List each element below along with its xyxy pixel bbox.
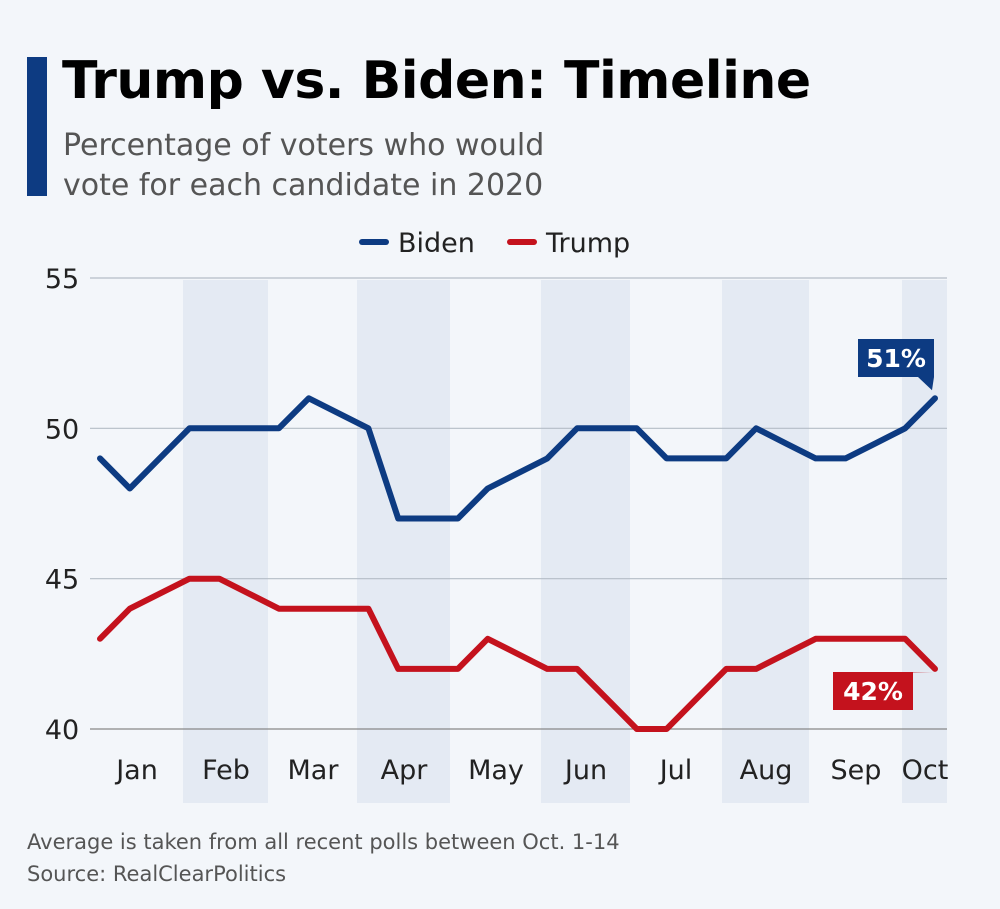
footer-note: Average is taken from all recent polls b… <box>27 830 620 854</box>
end-label-box <box>858 339 934 377</box>
end-labels: 51% 42% <box>833 339 934 710</box>
x-axis-ticks: Jan Feb Mar Apr May Jun Jul Aug Sep Oct <box>114 755 948 786</box>
end-label-pointer <box>918 377 934 391</box>
page-title: Trump vs. Biden: Timeline <box>62 51 811 111</box>
series-lines <box>97 395 938 732</box>
x-tick-label: Jun <box>563 755 607 786</box>
y-tick-label: 45 <box>45 565 79 596</box>
x-tick-label: Feb <box>202 755 250 786</box>
month-band <box>722 280 809 803</box>
month-bands <box>183 280 947 803</box>
x-tick-label: Oct <box>902 755 949 786</box>
y-tick-label: 40 <box>45 715 79 746</box>
x-tick-label: Mar <box>288 755 340 786</box>
legend-label-trump: Trump <box>545 228 630 259</box>
end-label-pointer <box>895 672 933 673</box>
title-accent-bar <box>27 57 47 196</box>
legend-label-biden: Biden <box>398 228 475 259</box>
x-tick-label: Apr <box>381 755 429 786</box>
x-tick-label: Jul <box>658 755 693 786</box>
series-line-trump <box>97 575 938 732</box>
end-label-trump: 42% <box>843 677 903 706</box>
series-line-biden <box>97 395 938 522</box>
x-tick-label: Aug <box>740 755 793 786</box>
legend: Biden Trump <box>359 228 630 259</box>
x-tick-label: May <box>468 755 524 786</box>
y-axis-ticks: 40 45 50 55 <box>45 264 79 746</box>
end-label-biden: 51% <box>866 344 926 373</box>
footer-source: Source: RealClearPolitics <box>27 862 287 886</box>
page-subtitle: Percentage of voters who would vote for … <box>63 128 545 203</box>
month-band <box>541 280 630 803</box>
month-band <box>183 280 268 803</box>
x-tick-label: Jan <box>114 755 158 786</box>
y-tick-label: 55 <box>45 264 79 295</box>
x-tick-label: Sep <box>831 755 882 786</box>
month-band <box>357 280 450 803</box>
footer: Average is taken from all recent polls b… <box>27 826 620 890</box>
end-label-box <box>833 672 913 710</box>
y-tick-label: 50 <box>45 414 79 445</box>
